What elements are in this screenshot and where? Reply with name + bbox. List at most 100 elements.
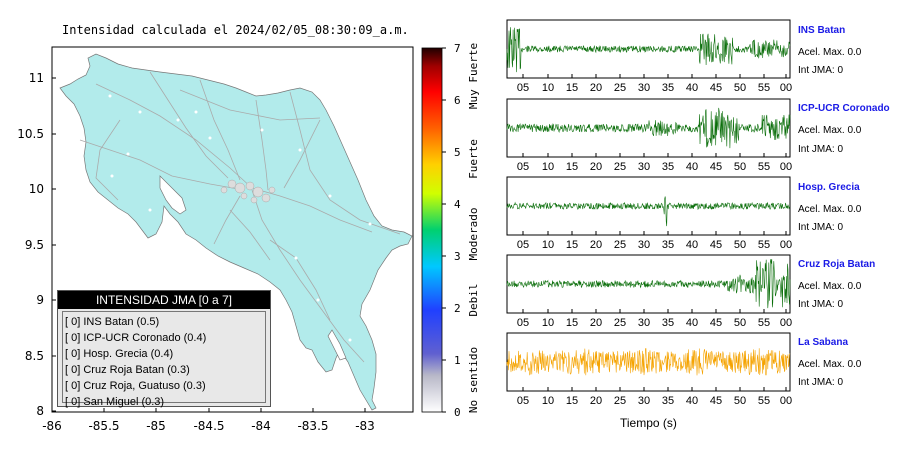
station-name: ICP-UCR Coronado (798, 103, 890, 114)
colorbar-tick-label: 3 (454, 250, 461, 263)
time-tick-label: 40 (686, 317, 698, 329)
waveform-panel: 05 10 15 20 25 30 35 40 45 50 55 00 (506, 332, 792, 407)
time-tick-label: 45 (710, 82, 722, 94)
time-tick-label: 50 (734, 82, 746, 94)
colorbar-tick-label: 2 (454, 302, 461, 315)
lon-tick-label: -84 (251, 419, 271, 433)
latitude-axis: 11 10.5 10 9.5 9 8.5 8 (17, 71, 56, 418)
lat-tick-label: 10.5 (17, 127, 44, 141)
time-tick-label: 15 (566, 161, 578, 173)
time-tick-label: 40 (686, 239, 698, 251)
station-int: Int JMA: 0 (798, 299, 844, 310)
lat-tick-label: 11 (29, 71, 44, 85)
legend-item: [ 0] Hosp. Grecia (0.4) (65, 348, 174, 360)
golfo-dulce (327, 329, 347, 361)
time-tick-label: 25 (614, 161, 626, 173)
time-tick-label: 25 (614, 395, 626, 407)
legend-item: [ 0] ICP-UCR Coronado (0.4) (65, 332, 207, 344)
road-network (79, 71, 401, 363)
time-tick-label: 45 (710, 395, 722, 407)
time-tick-label: 45 (710, 161, 722, 173)
legend-item: [ 0] INS Batan (0.5) (65, 316, 160, 328)
lat-tick-label: 8 (36, 404, 44, 418)
time-tick-label: 15 (566, 317, 578, 329)
time-tick-label: 00 (780, 239, 792, 251)
colorbar-tick-label: 1 (454, 354, 461, 367)
colorbar-labels: No sentido Debil Moderado Fuerte Muy Fuerte (467, 43, 480, 413)
time-tick-label: 35 (662, 317, 674, 329)
waveform-panel: 05 10 15 20 25 30 35 40 45 50 55 00 (506, 19, 792, 94)
time-tick-label: 20 (590, 239, 602, 251)
station-acel: Acel. Max. 0.0 (798, 359, 862, 370)
station-int: Int JMA: 0 (798, 377, 844, 388)
waveform-panel: 05 10 15 20 25 30 35 40 45 50 55 00 (506, 98, 792, 173)
time-tick-label: 10 (542, 395, 554, 407)
station-name: INS Batan (798, 25, 846, 36)
legend-list: [ 0] INS Batan (0.5) [ 0] ICP-UCR Corona… (62, 311, 266, 408)
lat-tick-label: 10 (29, 182, 44, 196)
time-tick-label: 50 (734, 317, 746, 329)
time-tick-label: 05 (517, 317, 529, 329)
lon-tick-label: -85 (146, 419, 166, 433)
time-tick-label: 35 (662, 82, 674, 94)
urban-area (220, 179, 276, 204)
time-tick-label: 25 (614, 239, 626, 251)
time-tick-label: 10 (542, 82, 554, 94)
time-tick-label: 20 (590, 317, 602, 329)
time-tick-label: 00 (780, 161, 792, 173)
waveform-panel: 05 10 15 20 25 30 35 40 45 50 55 00 (506, 254, 792, 329)
time-tick-label: 35 (662, 395, 674, 407)
colorbar-tick-label: 6 (454, 94, 461, 107)
intensity-category-label: Debil (467, 283, 480, 316)
lat-tick-label: 8.5 (25, 349, 44, 363)
station-name: Cruz Roja Batan (798, 259, 876, 270)
intensity-category-label: No sentido (467, 347, 480, 413)
colorbar-tick-label: 0 (454, 406, 461, 419)
station-name: Hosp. Grecia (798, 182, 860, 193)
time-tick-label: 30 (638, 82, 650, 94)
time-tick-label: 05 (517, 395, 529, 407)
waveform-trace (506, 259, 791, 309)
intensity-category-label: Muy Fuerte (467, 43, 480, 109)
intensity-category-label: Fuerte (467, 139, 480, 179)
legend-item: [ 0] San Miguel (0.3) (65, 396, 165, 408)
time-tick-label: 25 (614, 317, 626, 329)
time-tick-label: 25 (614, 82, 626, 94)
station-acel: Acel. Max. 0.0 (798, 47, 862, 58)
time-tick-label: 15 (566, 82, 578, 94)
time-tick-label: 00 (780, 395, 792, 407)
time-tick-label: 10 (542, 317, 554, 329)
time-tick-label: 05 (517, 82, 529, 94)
legend-header: INTENSIDAD JMA [0 a 7] (58, 291, 270, 309)
time-tick-label: 30 (638, 395, 650, 407)
intensity-legend: INTENSIDAD JMA [0 a 7] [ 0] INS Batan (0… (57, 290, 271, 408)
station-int: Int JMA: 0 (798, 65, 844, 76)
station-name: La Sabana (798, 337, 849, 348)
colorbar-ticks: 0 1 2 3 4 5 6 7 (442, 42, 461, 419)
time-tick-label: 35 (662, 161, 674, 173)
lon-tick-label: -83.5 (297, 419, 328, 433)
station-int: Int JMA: 0 (798, 144, 844, 155)
station-acel: Acel. Max. 0.0 (798, 281, 862, 292)
time-tick-label: 40 (686, 161, 698, 173)
time-tick-label: 30 (638, 239, 650, 251)
time-tick-label: 10 (542, 239, 554, 251)
longitude-axis: -86 -85.5 -85 -84.5 -84 -83.5 -83 (42, 408, 375, 433)
time-tick-label: 55 (758, 395, 770, 407)
time-tick-label: 20 (590, 395, 602, 407)
lon-tick-label: -85.5 (88, 419, 119, 433)
waveform-panel: 05 10 15 20 25 30 35 40 45 50 55 00 (506, 176, 792, 251)
time-tick-label: 10 (542, 161, 554, 173)
colorbar-tick-label: 5 (454, 146, 461, 159)
time-tick-label: 15 (566, 239, 578, 251)
time-tick-label: 30 (638, 161, 650, 173)
time-tick-label: 05 (517, 239, 529, 251)
lon-tick-label: -83 (355, 419, 375, 433)
station-acel: Acel. Max. 0.0 (798, 125, 862, 136)
lat-tick-label: 9.5 (25, 238, 44, 252)
legend-item: [ 0] Cruz Roja Batan (0.3) (65, 364, 190, 376)
waveform-trace (506, 196, 791, 227)
time-tick-label: 45 (710, 317, 722, 329)
time-tick-label: 35 (662, 239, 674, 251)
